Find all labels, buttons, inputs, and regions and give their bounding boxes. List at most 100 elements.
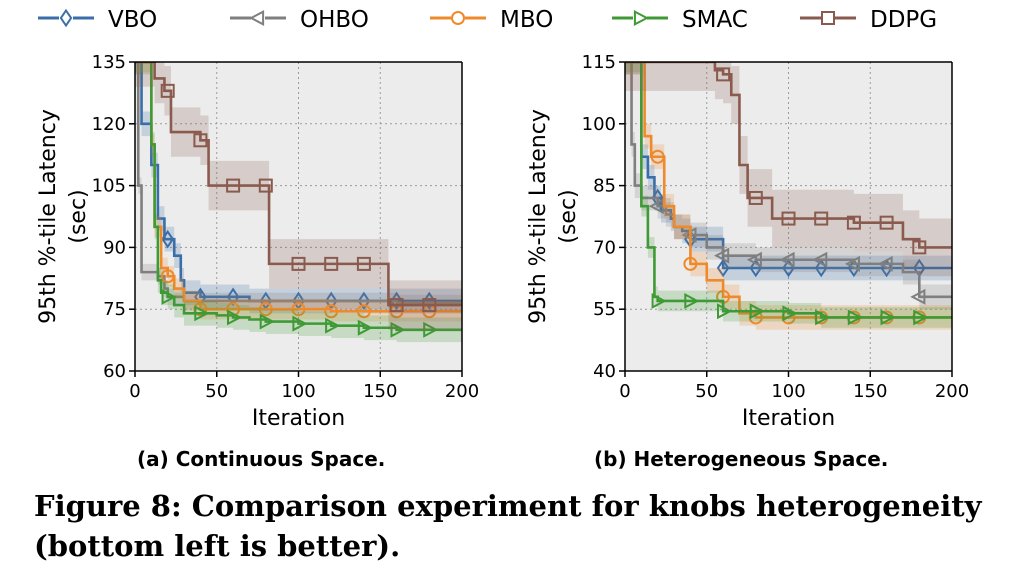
legend-entry-ohbo: OHBO (230, 7, 369, 33)
x-tick-label: 0 (619, 381, 630, 402)
legend-entry-vbo: VBO (38, 7, 157, 33)
y-axis-label: (sec) (66, 189, 91, 243)
data-point (748, 190, 763, 205)
data-point (291, 302, 306, 317)
data-point (357, 291, 371, 311)
legend-label: OHBO (300, 7, 369, 33)
data-point (160, 269, 175, 284)
data-point (782, 305, 798, 322)
y-axis-label: 95th %-tile Latency (36, 109, 61, 324)
legend-marker (59, 8, 73, 28)
data-point (684, 293, 700, 309)
data-point (877, 255, 893, 272)
legend-marker (248, 10, 265, 26)
legend-entry-mbo: MBO (430, 7, 553, 33)
y-tick-label: 90 (103, 237, 126, 258)
x-tick-label: 0 (129, 381, 140, 402)
data-point (227, 309, 243, 326)
legend-label: SMAC (682, 7, 748, 33)
data-point (746, 251, 762, 268)
data-point (912, 240, 927, 255)
y-tick-label: 85 (593, 176, 616, 197)
data-point (913, 309, 929, 326)
data-point (844, 255, 860, 272)
y-tick-label: 55 (593, 299, 616, 320)
data-point (324, 256, 339, 271)
data-point (847, 309, 863, 326)
data-point (357, 319, 373, 336)
y-tick-label: 60 (103, 361, 126, 382)
data-point (781, 211, 796, 226)
data-point (356, 256, 371, 271)
series-line (625, 62, 952, 270)
series-band (625, 62, 952, 281)
data-point (716, 258, 730, 278)
subcaption-a: (a) Continuous Space. (137, 447, 386, 471)
y-tick-label: 135 (92, 52, 126, 73)
data-point (258, 178, 273, 193)
subcaption-b: (b) Heterogeneous Space. (594, 447, 889, 471)
series-line (625, 62, 952, 249)
data-point (880, 309, 896, 326)
data-point (226, 287, 240, 307)
legend-marker (821, 11, 835, 25)
x-axis-label: Iteration (742, 406, 835, 431)
series-band (135, 62, 462, 312)
legend-marker (633, 10, 650, 26)
series-line (625, 62, 952, 319)
data-point (160, 83, 175, 98)
y-tick-label: 105 (92, 176, 126, 197)
data-point (292, 315, 308, 332)
x-axis-label: Iteration (252, 406, 345, 431)
legend: VBO OHBO MBO SMAC DDPG (38, 7, 937, 33)
y-tick-label: 75 (103, 299, 126, 320)
data-point (226, 178, 241, 193)
series-line (135, 62, 462, 332)
legend-marker (451, 11, 465, 25)
data-point (815, 309, 831, 326)
data-point (779, 251, 795, 268)
data-point (910, 288, 926, 305)
legend-label: MBO (500, 7, 553, 33)
data-point (259, 313, 275, 330)
legend-label: VBO (108, 7, 157, 33)
chart-heterogeneous-space: 0 50 100 150 200 40 55 70 85 100 115 Iteration 95th … (490, 40, 990, 440)
data-point (651, 293, 667, 309)
x-tick-label: 200 (935, 381, 969, 402)
series-line (135, 62, 462, 307)
x-tick-label: 50 (205, 381, 228, 402)
data-point (161, 229, 175, 249)
x-tick-label: 200 (445, 381, 479, 402)
x-tick-label: 100 (281, 381, 315, 402)
data-point (749, 303, 765, 320)
legend-entry-ddpg: DDPG (800, 7, 937, 33)
chart-a-svg: 0 50 100 150 200 60 75 90 105 120 135 Iteration 95th… (36, 52, 479, 431)
data-point (812, 251, 828, 268)
data-point (291, 256, 306, 271)
data-point (325, 317, 341, 334)
data-point (846, 215, 861, 230)
series-smac (625, 62, 952, 328)
data-point (648, 198, 664, 215)
data-point (714, 247, 730, 264)
data-point (324, 304, 339, 319)
x-tick-label: 150 (853, 381, 887, 402)
data-point (716, 67, 731, 82)
legend-label: DDPG (870, 7, 937, 33)
data-point (161, 288, 177, 305)
figure-caption: Figure 8: Comparison experiment for knob… (34, 489, 982, 563)
data-point (423, 321, 439, 338)
series-ddpg (135, 62, 462, 330)
y-axis-label: 95th %-tile Latency (526, 109, 551, 324)
legend-entry-smac: SMAC (612, 7, 748, 33)
data-point (683, 256, 698, 271)
x-tick-label: 150 (363, 381, 397, 402)
x-tick-label: 50 (695, 381, 718, 402)
y-tick-label: 120 (92, 114, 126, 135)
data-point (879, 215, 894, 230)
y-tick-label: 100 (582, 114, 616, 135)
series-smac (135, 62, 462, 343)
x-tick-label: 100 (771, 381, 805, 402)
data-point (650, 149, 665, 164)
chart-b-svg: 0 50 100 150 200 40 55 70 85 100 115 Iteration 95th … (526, 52, 969, 431)
